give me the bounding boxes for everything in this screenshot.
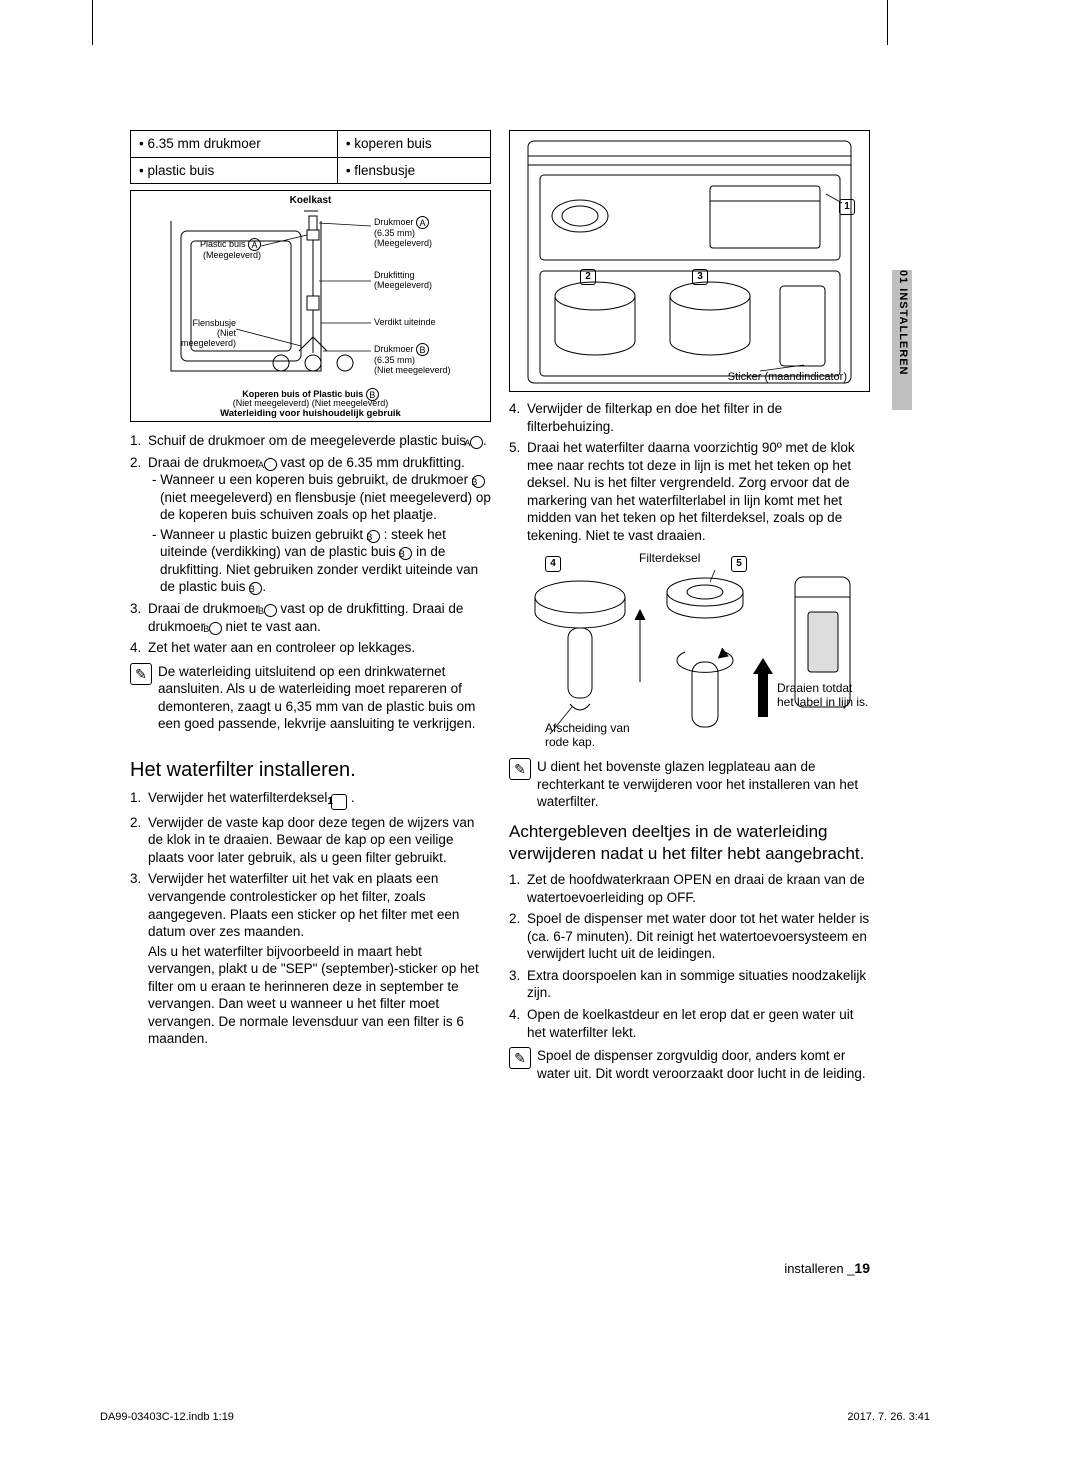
label: Filterdeksel xyxy=(639,552,700,565)
page-number: 19 xyxy=(854,1260,870,1276)
table-row: • 6.35 mm drukmoer • koperen buis xyxy=(131,131,491,158)
note-icon: ✎ xyxy=(509,1047,531,1069)
marker: 5 xyxy=(731,556,747,572)
note-icon: ✎ xyxy=(509,758,531,780)
list-sub: - Wanneer u plastic buizen gebruikt B : … xyxy=(148,526,491,596)
right-steps-1: 4.Verwijder de filterkap en doe het filt… xyxy=(509,400,870,544)
list-cont: Als u het waterfilter bijvoorbeeld in ma… xyxy=(148,943,491,1048)
note-text: De waterleiding uitsluitend op een drink… xyxy=(158,663,491,733)
label: Verdikt uiteinde xyxy=(374,318,436,328)
marker: 4 xyxy=(545,556,561,572)
info-note: ✎ U dient het bovenste glazen legplateau… xyxy=(509,758,870,811)
list-item: 2.Verwijder de vaste kap door deze tegen… xyxy=(130,814,491,867)
label: Waterleiding voor huishoudelijk gebruik xyxy=(131,409,490,419)
list-item: 1.Schuif de drukmoer om de meegeleverde … xyxy=(130,432,491,450)
left-steps-2: 1.Verwijder het waterfilterdeksel 1 . 2.… xyxy=(130,789,491,1048)
label: Plastic buis xyxy=(200,239,246,249)
sub-section-title: Achtergebleven deeltjes in de waterleidi… xyxy=(509,821,870,865)
label: Drukmoer xyxy=(374,217,414,227)
right-steps-2: 1.Zet de hoofdwaterkraan OPEN en draai d… xyxy=(509,871,870,1041)
fridge-interior-diagram: 1 2 3 Sticker (maandindicator) xyxy=(509,130,870,392)
table-row: • plastic buis • flensbusje xyxy=(131,157,491,184)
list-item: 4.Zet het water aan en controleer op lek… xyxy=(130,639,491,657)
label: Drukmoer xyxy=(374,344,414,354)
page-footer: installeren _19 xyxy=(784,1259,870,1278)
table-cell: • koperen buis xyxy=(337,131,490,158)
marker: 2 xyxy=(580,269,596,285)
list-item: 2.Draai de drukmoer A vast op de 6.35 mm… xyxy=(130,454,491,596)
note-icon: ✎ xyxy=(130,663,152,685)
note-text: Spoel de dispenser zorgvuldig door, ande… xyxy=(537,1047,870,1082)
filter-install-diagram: 4 Filterdeksel 5 xyxy=(509,552,870,752)
marker: 1 xyxy=(839,199,855,215)
marker: 3 xyxy=(692,269,708,285)
footer-label: installeren _ xyxy=(784,1261,854,1276)
info-note: ✎ De waterleiding uitsluitend op een dri… xyxy=(130,663,491,733)
label: (6.35 mm) (Niet meegeleverd) xyxy=(374,355,451,375)
left-column: • 6.35 mm drukmoer • koperen buis • plas… xyxy=(130,130,491,1082)
label: Flensbusje xyxy=(192,318,236,328)
list-item: 3.Extra doorspoelen kan in sommige situa… xyxy=(509,967,870,1002)
info-note: ✎ Spoel de dispenser zorgvuldig door, an… xyxy=(509,1047,870,1082)
list-item: 5.Draai het waterfilter daarna voorzicht… xyxy=(509,439,870,544)
list-item: 4.Verwijder de filterkap en doe het filt… xyxy=(509,400,870,435)
label: Drukfitting (Meegeleverd) xyxy=(374,271,432,291)
section-title: Het waterfilter installeren. xyxy=(130,757,491,783)
label: Afscheiding van rode kap. xyxy=(545,722,655,748)
list-sub: - Wanneer u een koperen buis gebruikt, d… xyxy=(148,471,491,524)
fridge-svg xyxy=(510,131,869,393)
page-content: • 6.35 mm drukmoer • koperen buis • plas… xyxy=(130,130,870,1082)
list-item: 1.Verwijder het waterfilterdeksel 1 . xyxy=(130,789,491,810)
water-connection-diagram: Koelkast xyxy=(130,190,491,422)
label: (Meegeleverd) xyxy=(203,250,261,260)
label: (6.35 mm) (Meegeleverd) xyxy=(374,228,432,248)
list-item: 3.Draai de drukmoer B vast op de drukfit… xyxy=(130,600,491,635)
left-steps-1: 1.Schuif de drukmoer om de meegeleverde … xyxy=(130,432,491,657)
table-cell: • plastic buis xyxy=(131,157,338,184)
sticker-label: Sticker (maandindicator) xyxy=(728,371,847,383)
timestamp-footer: 2017. 7. 26. 3:41 xyxy=(847,1410,930,1424)
list-item: 1.Zet de hoofdwaterkraan OPEN en draai d… xyxy=(509,871,870,906)
section-tab-label: 01 INSTALLEREN xyxy=(894,270,910,375)
label: Draaien totdat het label in lijn is. xyxy=(777,682,872,708)
list-item: 2.Spoel de dispenser met water door tot … xyxy=(509,910,870,963)
right-column: 1 2 3 Sticker (maandindicator) 4.Verwijd… xyxy=(509,130,870,1082)
table-cell: • flensbusje xyxy=(337,157,490,184)
parts-table: • 6.35 mm drukmoer • koperen buis • plas… xyxy=(130,130,491,184)
list-item: 3.Verwijder het waterfilter uit het vak … xyxy=(130,870,491,1047)
doc-id-footer: DA99-03403C-12.indb 1:19 xyxy=(100,1410,234,1424)
note-text: U dient het bovenste glazen legplateau a… xyxy=(537,758,870,811)
table-cell: • 6.35 mm drukmoer xyxy=(131,131,338,158)
list-item: 4.Open de koelkastdeur en let erop dat e… xyxy=(509,1006,870,1041)
diagram-title: Koelkast xyxy=(131,195,490,206)
label: (Niet meegeleverd) xyxy=(181,328,236,348)
